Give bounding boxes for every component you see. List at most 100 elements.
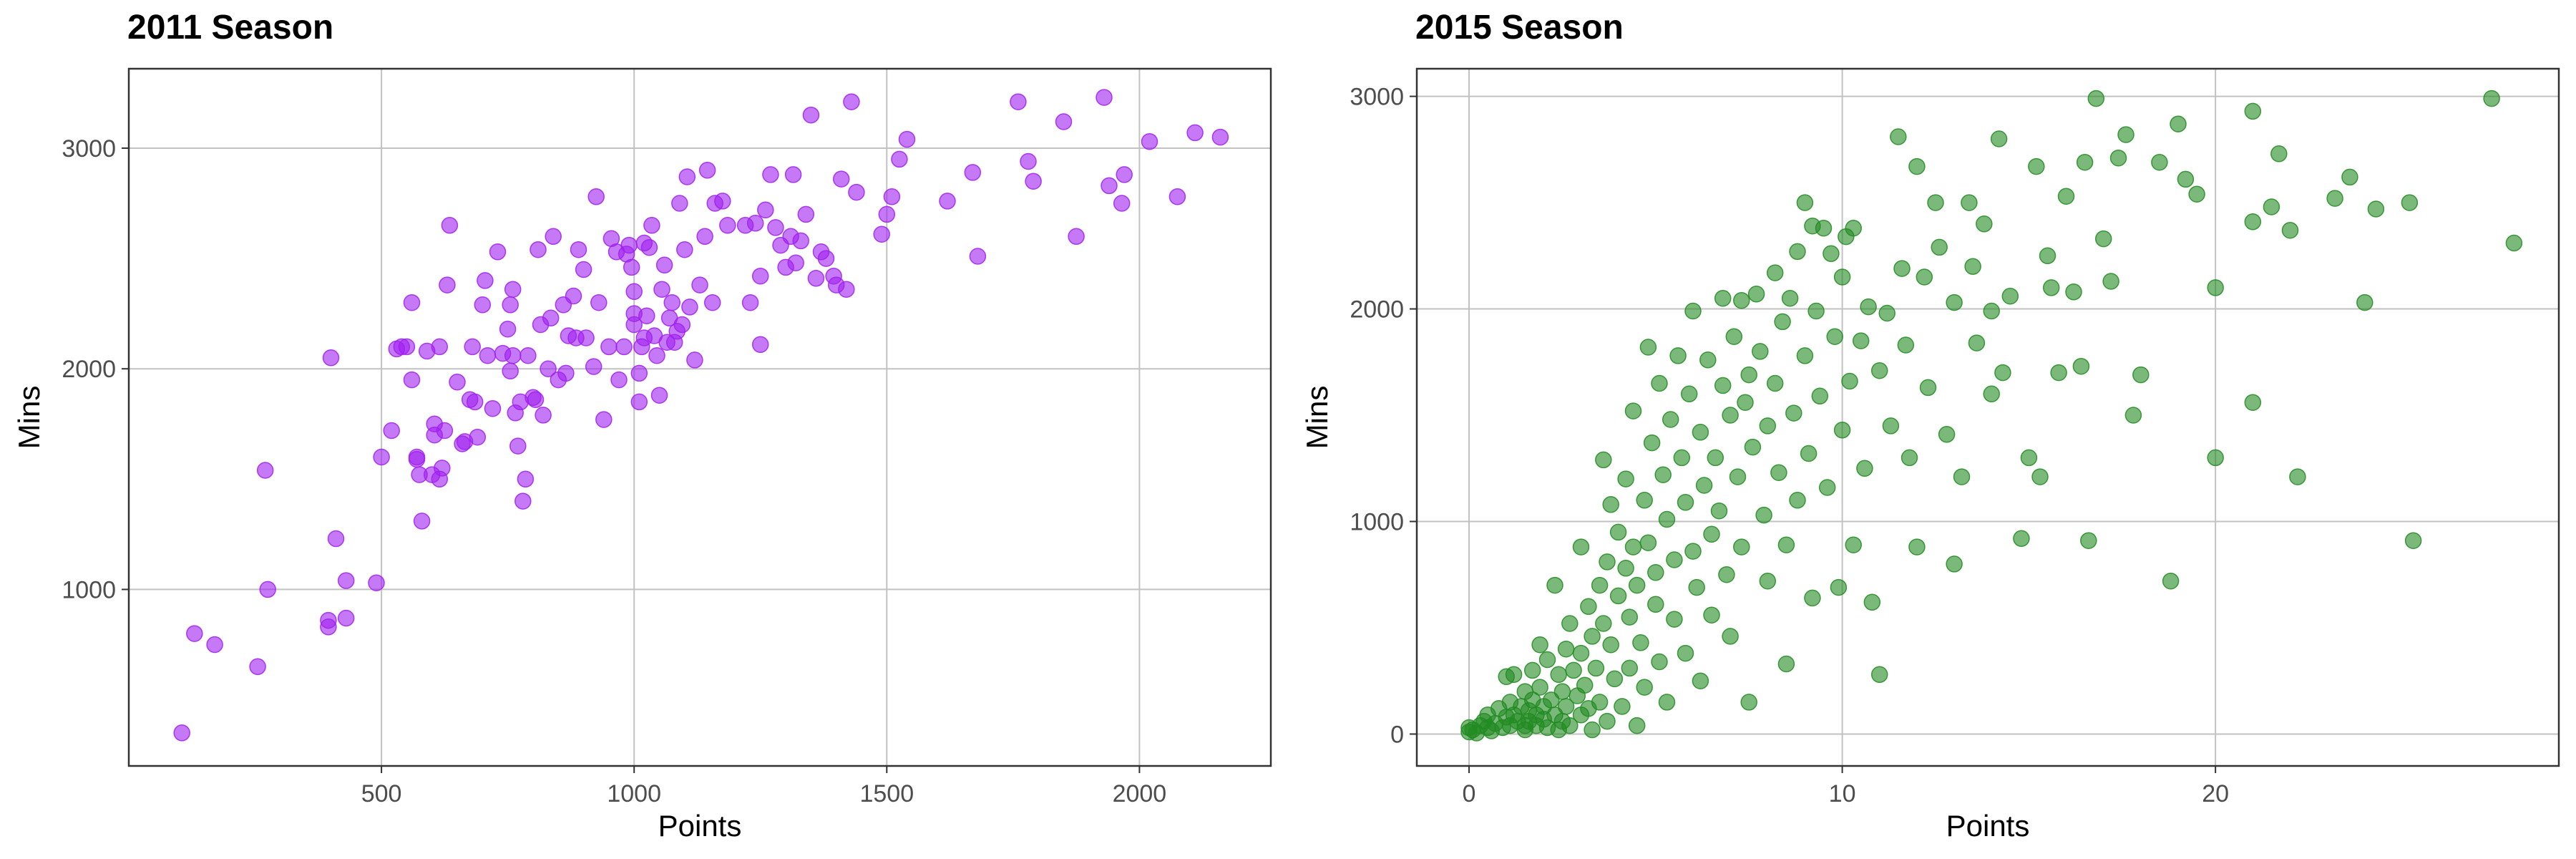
- data-point: [2132, 366, 2150, 384]
- data-point: [843, 93, 860, 110]
- data-point: [741, 293, 759, 311]
- data-point: [1602, 496, 1619, 513]
- data-point: [479, 346, 497, 364]
- data-point: [792, 232, 809, 250]
- data-point: [337, 572, 355, 589]
- data-point: [2270, 145, 2288, 162]
- data-point: [1595, 615, 1612, 632]
- x-tick-label: 10: [1829, 780, 1856, 807]
- data-point: [746, 215, 764, 232]
- data-point: [527, 391, 545, 409]
- data-point: [509, 437, 527, 455]
- data-point: [337, 609, 355, 627]
- data-point: [648, 346, 665, 364]
- data-point: [502, 362, 519, 380]
- data-point: [1833, 268, 1851, 286]
- data-point: [623, 258, 640, 276]
- data-point: [1845, 536, 1862, 553]
- data-point: [1614, 698, 1631, 715]
- data-point: [2080, 532, 2097, 549]
- data-point: [1990, 130, 2008, 147]
- data-point: [1606, 670, 1624, 688]
- data-point: [530, 241, 547, 258]
- data-point: [590, 293, 608, 311]
- data-point: [173, 724, 190, 742]
- data-point: [1557, 698, 1575, 715]
- data-point: [1561, 717, 1579, 734]
- data-point: [2367, 200, 2385, 218]
- y-tick-label: 3000: [62, 135, 116, 162]
- data-point: [1823, 245, 1840, 263]
- data-point: [1718, 566, 1735, 583]
- data-point: [1733, 291, 1750, 309]
- data-point: [1733, 538, 1750, 555]
- data-point: [577, 329, 595, 346]
- x-tick-label: 20: [2202, 780, 2229, 807]
- data-point: [1833, 422, 1851, 439]
- data-point: [696, 228, 713, 246]
- data-point: [1658, 510, 1676, 528]
- data-point: [2170, 115, 2187, 132]
- data-point: [2356, 293, 2373, 311]
- data-point: [474, 296, 492, 314]
- data-point: [489, 243, 507, 261]
- data-point: [249, 658, 266, 676]
- data-point: [2505, 234, 2523, 252]
- data-point: [1636, 679, 1653, 696]
- data-point: [838, 281, 855, 298]
- data-point: [643, 217, 660, 234]
- chart-title-2011: 2011 Season: [127, 9, 333, 47]
- data-point: [2072, 357, 2090, 375]
- data-point: [600, 338, 618, 356]
- data-point: [1553, 683, 1571, 700]
- data-point: [1796, 194, 1814, 211]
- data-point: [1714, 289, 1732, 307]
- data-point: [1591, 694, 1609, 711]
- gridlines-2015: [1417, 69, 2559, 766]
- data-point: [1673, 449, 1691, 467]
- data-point: [1931, 238, 1948, 256]
- data-point: [762, 166, 779, 183]
- data-point: [1169, 188, 1186, 205]
- data-point: [703, 293, 721, 311]
- data-point: [1703, 606, 1720, 623]
- data-point: [439, 276, 456, 293]
- data-point: [676, 241, 693, 258]
- data-point: [383, 422, 400, 440]
- data-point: [1725, 328, 1743, 345]
- data-point: [891, 150, 908, 168]
- data-point: [638, 307, 655, 324]
- data-point: [2207, 279, 2224, 296]
- data-point: [1523, 661, 1541, 679]
- data-point: [1505, 666, 1523, 684]
- data-point: [1811, 387, 1829, 405]
- data-point: [2401, 194, 2419, 211]
- data-point: [2177, 170, 2195, 188]
- data-point: [436, 422, 454, 440]
- data-point: [1546, 576, 1563, 594]
- panel-2011-season: 2011 Season 500 1000 1500 2000 1000 2000 3000…: [12, 9, 1272, 843]
- data-point: [2326, 190, 2343, 207]
- data-point: [2020, 449, 2038, 467]
- y-axis-label-2015: Mins: [1300, 386, 1334, 450]
- data-point: [1538, 651, 1556, 669]
- data-point: [1856, 460, 1873, 477]
- data-point: [504, 281, 522, 298]
- data-point: [1729, 468, 1747, 485]
- data-point: [2028, 157, 2045, 175]
- data-point: [1755, 506, 1772, 524]
- data-point: [206, 636, 223, 654]
- data-point: [1983, 385, 2000, 403]
- data-point: [1789, 243, 1806, 261]
- data-point: [1916, 268, 1933, 286]
- data-point: [630, 364, 648, 382]
- data-point: [1591, 576, 1609, 594]
- data-point: [2207, 449, 2224, 467]
- data-point: [519, 346, 537, 364]
- data-point: [640, 238, 658, 256]
- data-point: [434, 460, 451, 477]
- data-point: [1737, 394, 1754, 411]
- x-tick-label: 0: [1463, 780, 1476, 807]
- data-point: [431, 338, 449, 356]
- data-point: [1639, 534, 1657, 551]
